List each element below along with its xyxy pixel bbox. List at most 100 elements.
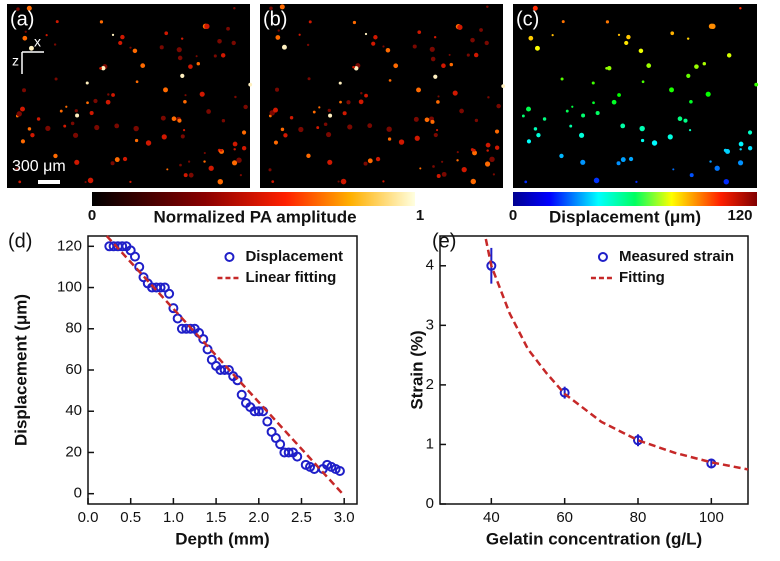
speckle — [723, 179, 730, 185]
speckle — [180, 73, 185, 79]
speckle — [111, 33, 115, 37]
speckle — [114, 157, 120, 163]
speckle — [436, 173, 441, 178]
speckle — [528, 35, 534, 41]
panel-label: (c) — [516, 8, 539, 30]
speckle — [219, 148, 223, 152]
speckle — [526, 139, 532, 144]
speckle — [53, 153, 58, 159]
speckle — [473, 52, 479, 58]
speckle — [484, 161, 491, 167]
speckle — [524, 180, 528, 184]
speckle — [620, 157, 626, 163]
y-tick-label: 100 — [57, 279, 82, 296]
panel-label: (d) — [8, 230, 32, 252]
speckle — [182, 129, 186, 132]
speckle — [22, 35, 28, 41]
speckle — [569, 124, 573, 128]
x-tick-label: 1.5 — [206, 509, 227, 526]
speckle — [30, 132, 35, 138]
speckle — [188, 160, 191, 163]
speckle — [243, 104, 248, 110]
speckle — [65, 105, 68, 108]
data-point — [633, 435, 643, 446]
speckle — [485, 142, 491, 148]
speckle — [624, 40, 629, 46]
speckle — [213, 54, 217, 58]
speckle — [177, 118, 182, 123]
speckle — [20, 106, 25, 112]
speckle — [565, 109, 569, 113]
speckle — [417, 30, 422, 34]
speckle — [580, 159, 586, 165]
speckle — [382, 45, 385, 48]
speckle — [307, 77, 311, 81]
y-tick-label: 1 — [426, 435, 434, 452]
speckle — [532, 5, 538, 11]
speckle — [283, 133, 288, 138]
speckle — [74, 109, 78, 113]
legend-marker — [597, 252, 608, 262]
speckle — [702, 61, 707, 66]
speckle — [605, 66, 608, 70]
speckle — [118, 40, 123, 46]
image-b — [260, 4, 503, 188]
speckle — [161, 134, 167, 140]
speckle — [364, 32, 368, 36]
speckle — [241, 130, 247, 135]
speckle — [592, 101, 595, 105]
speckle — [217, 179, 224, 185]
speckle — [611, 99, 617, 105]
data-point — [172, 313, 183, 324]
speckle — [105, 99, 111, 105]
speckle — [714, 165, 720, 171]
speckle — [433, 74, 438, 79]
speckle — [436, 100, 440, 104]
speckle — [686, 37, 690, 40]
speckle — [84, 181, 87, 184]
image-dots — [15, 4, 759, 185]
speckle — [354, 66, 359, 71]
y-tick-label: 80 — [65, 320, 82, 337]
speckle — [340, 178, 347, 185]
colorbar-max: 1 — [416, 207, 424, 224]
speckle — [145, 140, 152, 146]
speckle — [298, 126, 304, 133]
speckle — [134, 138, 139, 143]
y-tick-label: 20 — [65, 443, 82, 460]
speckle — [710, 23, 716, 29]
speckle — [419, 167, 422, 170]
speckle — [316, 126, 320, 130]
speckle — [472, 150, 478, 156]
speckle — [492, 173, 495, 176]
y-tick-label: 40 — [65, 402, 82, 419]
speckle — [571, 105, 574, 108]
colorbar — [92, 192, 415, 206]
speckle — [747, 130, 753, 135]
speckle — [306, 43, 310, 47]
speckle — [487, 96, 490, 99]
speckle — [441, 171, 447, 177]
x-tick-label: 2.5 — [291, 509, 312, 526]
speckle — [16, 111, 22, 117]
speckle — [591, 81, 595, 85]
speckle — [298, 33, 301, 36]
speckle — [183, 99, 187, 104]
speckle — [312, 110, 316, 114]
speckle — [651, 140, 658, 146]
fit-line — [484, 238, 749, 471]
speckle — [386, 126, 392, 132]
speckle — [45, 125, 51, 131]
colorbar-max: 120 — [727, 207, 752, 224]
speckle — [86, 101, 89, 105]
speckle — [180, 134, 185, 139]
speckle — [339, 100, 342, 104]
speckle — [28, 45, 34, 51]
speckle — [429, 46, 435, 52]
speckle — [521, 114, 525, 118]
speckle — [233, 148, 236, 151]
speckle — [605, 20, 610, 24]
speckle — [430, 56, 436, 62]
speckle — [208, 165, 214, 171]
